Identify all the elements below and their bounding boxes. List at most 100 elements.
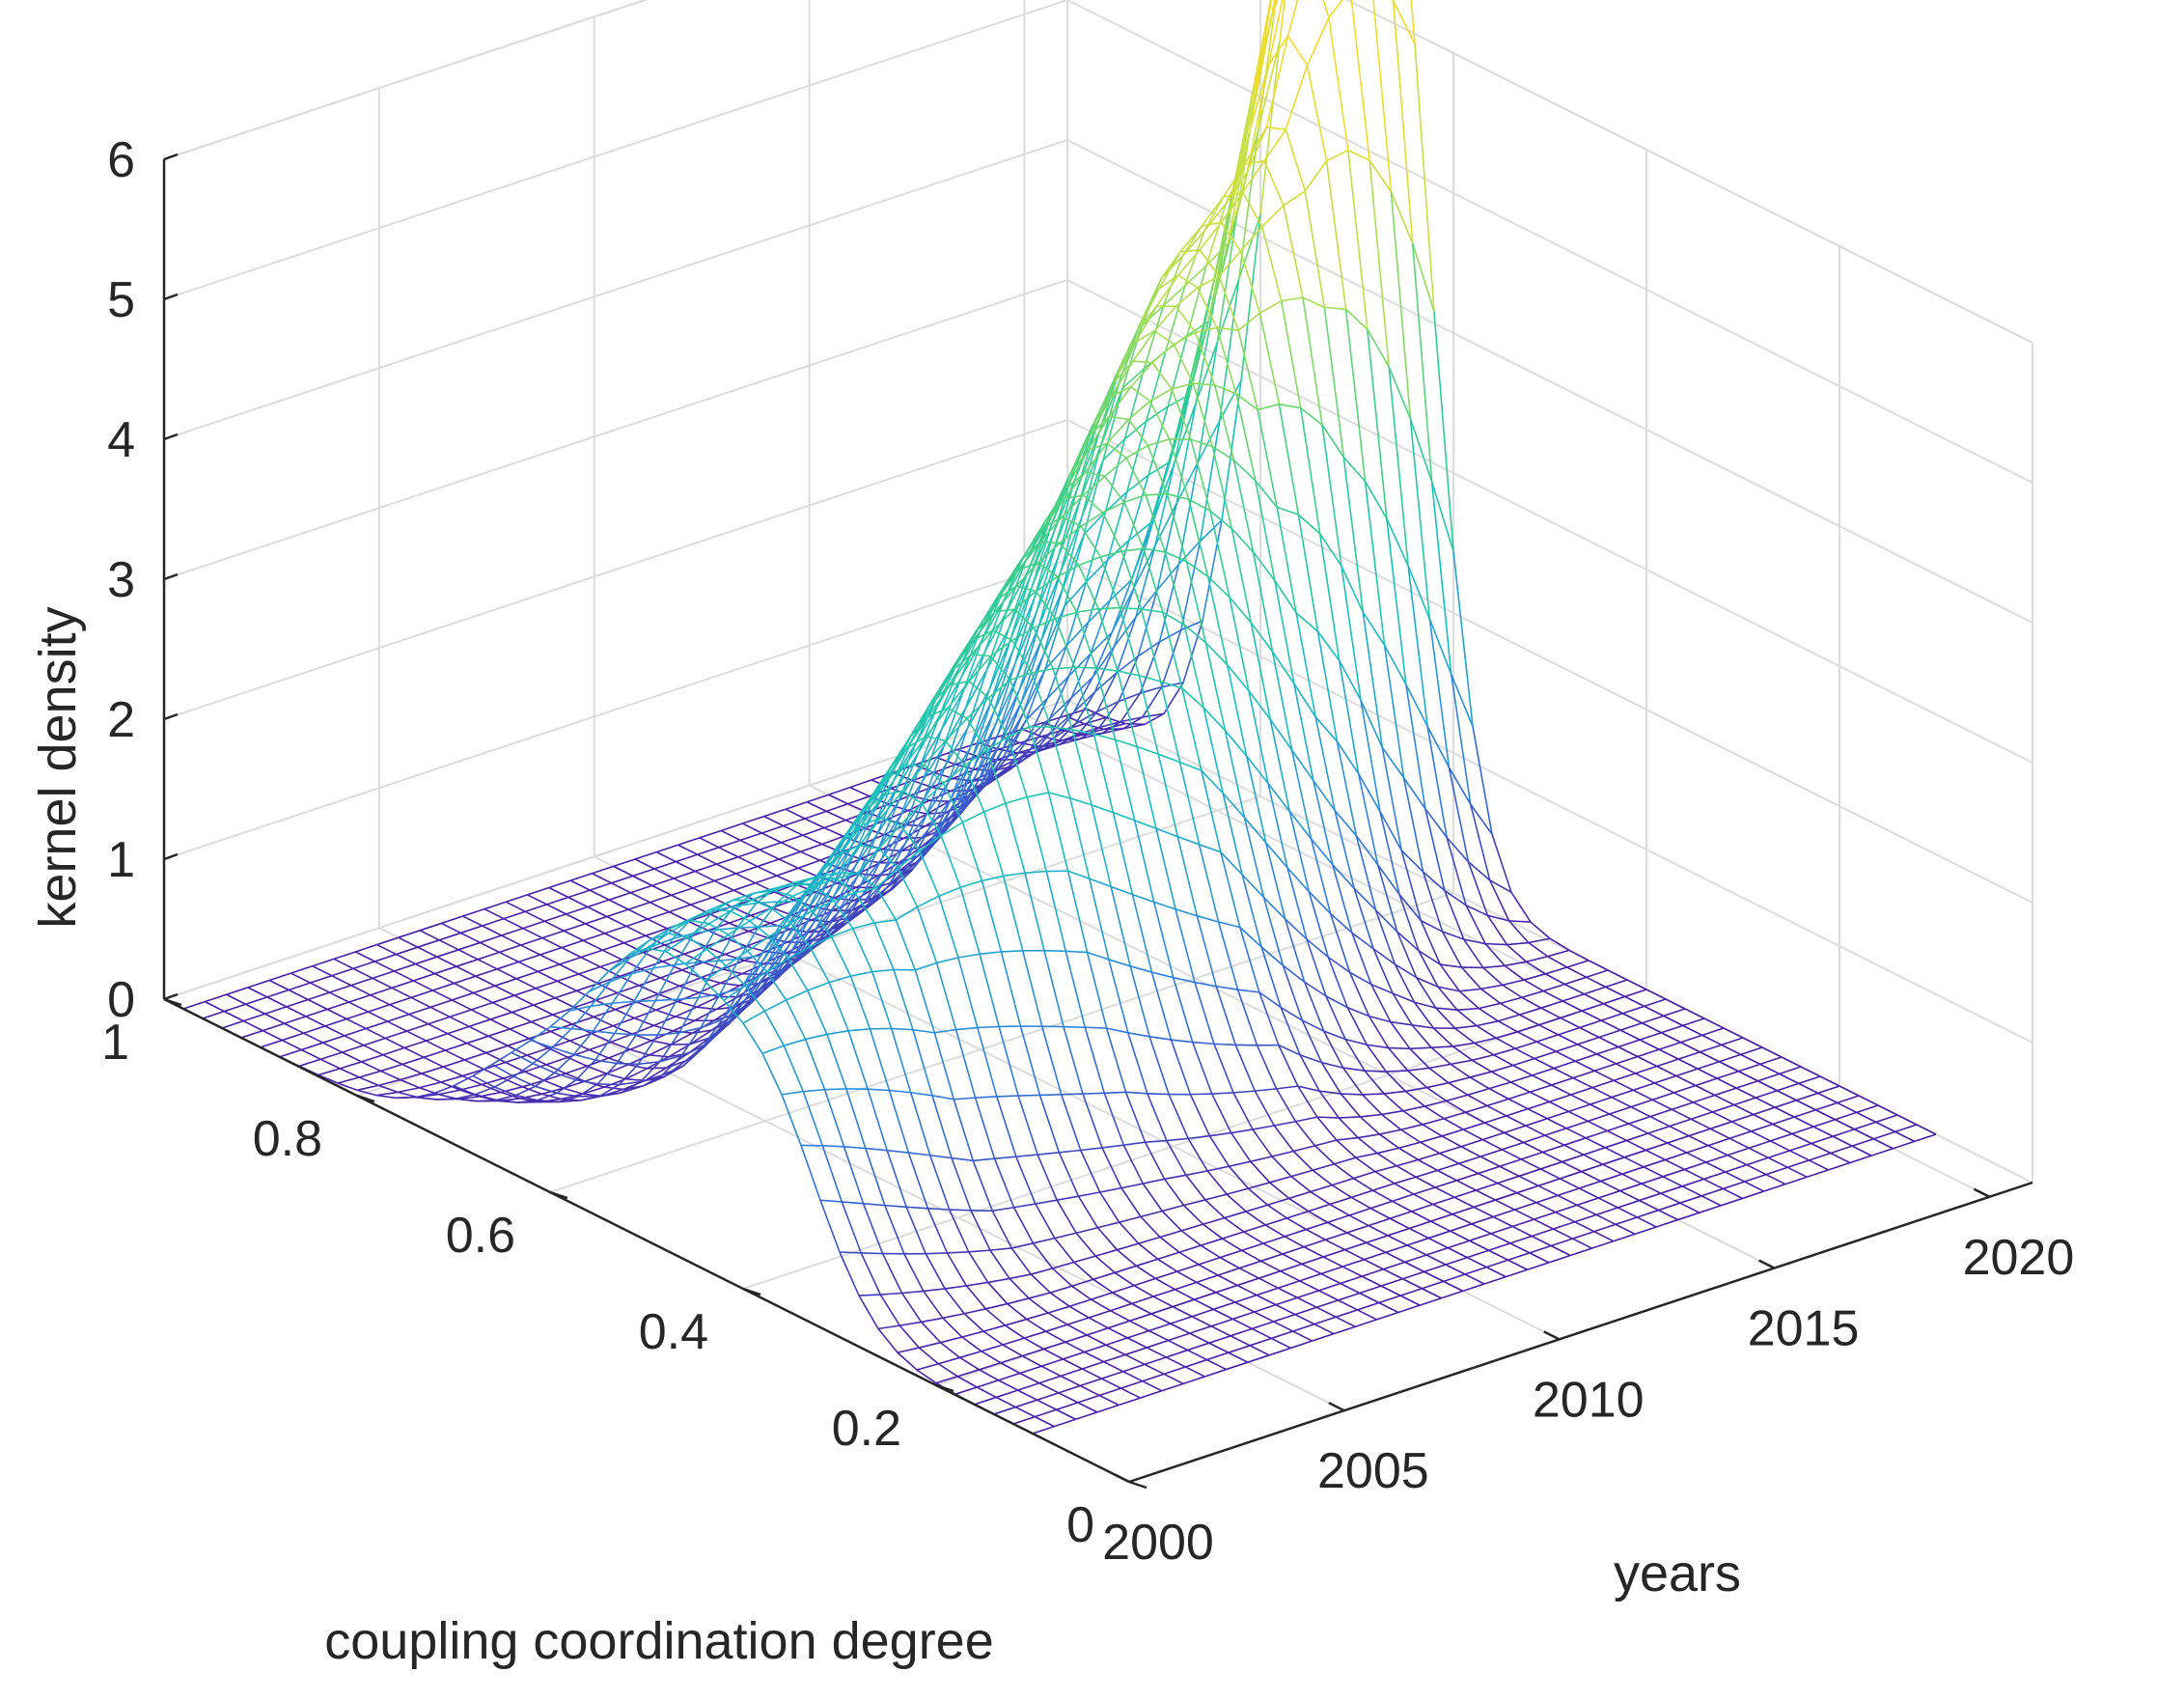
mesh-segment bbox=[1194, 1298, 1214, 1311]
mesh-segment bbox=[977, 1025, 1000, 1029]
mesh-segment bbox=[1710, 1121, 1732, 1130]
mesh-segment bbox=[1222, 1238, 1242, 1252]
mesh-segment bbox=[1510, 891, 1532, 923]
mesh-segment bbox=[864, 878, 887, 904]
z-tick bbox=[163, 852, 179, 861]
mesh-segment bbox=[704, 980, 725, 1001]
mesh-segment bbox=[1120, 550, 1143, 610]
mesh-segment bbox=[1003, 872, 1026, 878]
mesh-segment bbox=[1353, 1177, 1373, 1191]
mesh-segment bbox=[1492, 1215, 1513, 1228]
mesh-segment bbox=[286, 998, 309, 1008]
mesh-segment bbox=[1256, 1294, 1277, 1306]
mesh-segment bbox=[1774, 1100, 1797, 1108]
mesh-segment bbox=[1779, 1073, 1800, 1085]
mesh-segment bbox=[597, 1083, 620, 1086]
mesh-segment bbox=[1381, 1113, 1402, 1130]
mesh-segment bbox=[1875, 1121, 1896, 1133]
mesh-segment bbox=[1024, 1330, 1046, 1339]
mesh-segment bbox=[1319, 1090, 1341, 1095]
mesh-segment bbox=[978, 742, 1001, 781]
mesh-segment bbox=[1334, 1163, 1355, 1180]
mesh-segment bbox=[924, 764, 947, 798]
mesh-segment bbox=[1428, 1063, 1451, 1070]
mesh-segment bbox=[1280, 1006, 1303, 1021]
mesh-segment bbox=[1450, 1223, 1473, 1232]
mesh-segment bbox=[619, 1080, 641, 1086]
mesh-segment bbox=[689, 908, 712, 922]
mesh-segment bbox=[525, 904, 547, 913]
mesh-segment bbox=[1262, 1236, 1286, 1244]
mesh-segment bbox=[1495, 1031, 1518, 1039]
mesh-segment bbox=[263, 1022, 285, 1032]
mesh-segment bbox=[247, 987, 268, 998]
mesh-segment bbox=[1728, 1137, 1750, 1150]
mesh-segment bbox=[1306, 1221, 1328, 1231]
mesh-segment bbox=[854, 892, 875, 924]
mesh-segment bbox=[1532, 1074, 1553, 1086]
mesh-segment bbox=[897, 867, 919, 907]
x-axis-line bbox=[163, 997, 1130, 1484]
mesh-segment bbox=[650, 1040, 672, 1045]
mesh-segment bbox=[661, 1055, 682, 1076]
z-tick bbox=[163, 293, 179, 301]
mesh-segment bbox=[1408, 1227, 1429, 1240]
mesh-segment bbox=[1344, 1039, 1366, 1072]
mesh-segment bbox=[1238, 1267, 1259, 1279]
mesh-segment bbox=[669, 910, 689, 923]
mesh-segment bbox=[1056, 723, 1077, 744]
mesh-segment bbox=[587, 906, 608, 918]
mesh-segment bbox=[942, 783, 964, 823]
mesh-segment bbox=[1777, 1082, 1799, 1092]
mesh-segment bbox=[1230, 528, 1255, 553]
mesh-segment bbox=[1523, 973, 1546, 981]
mesh-segment bbox=[1124, 1353, 1146, 1366]
mesh-segment bbox=[899, 781, 924, 816]
mesh-segment bbox=[1313, 1316, 1337, 1325]
mesh-segment bbox=[494, 985, 515, 996]
mesh-segment bbox=[1063, 1025, 1086, 1029]
mesh-segment bbox=[1330, 912, 1353, 934]
mesh-segment bbox=[907, 1152, 929, 1210]
mesh-segment bbox=[1104, 457, 1127, 478]
mesh-segment bbox=[965, 1285, 987, 1310]
mesh-segment bbox=[1160, 681, 1183, 689]
mesh-segment bbox=[1117, 1242, 1139, 1251]
mesh-segment bbox=[840, 844, 860, 855]
mesh-segment bbox=[1877, 1104, 1898, 1116]
mesh-segment bbox=[1094, 1255, 1116, 1273]
mesh-segment bbox=[577, 1083, 598, 1098]
mesh-segment bbox=[468, 1018, 491, 1028]
mesh-segment bbox=[1213, 1043, 1236, 1046]
mesh-segment bbox=[556, 1079, 577, 1094]
mesh-segment bbox=[655, 850, 677, 863]
mesh-segment bbox=[1798, 1082, 1819, 1095]
mesh-segment bbox=[785, 808, 806, 820]
mesh-segment bbox=[671, 894, 692, 906]
mesh-segment bbox=[1327, 957, 1349, 1009]
mesh-segment bbox=[1626, 1139, 1646, 1152]
mesh-segment bbox=[1392, 992, 1413, 1026]
mesh-segment bbox=[554, 1053, 575, 1073]
mesh-segment bbox=[538, 970, 558, 983]
mesh-segment bbox=[591, 1032, 612, 1044]
mesh-segment bbox=[1103, 1353, 1126, 1363]
mesh-segment bbox=[1293, 683, 1316, 718]
mesh-segment bbox=[1916, 1124, 1937, 1135]
mesh-segment bbox=[901, 790, 923, 804]
mesh-segment bbox=[1155, 827, 1178, 838]
mesh-segment bbox=[1135, 1265, 1156, 1280]
mesh-segment bbox=[877, 1324, 900, 1330]
mesh-segment bbox=[859, 844, 879, 850]
mesh-segment bbox=[1643, 1158, 1666, 1168]
mesh-segment bbox=[1256, 1045, 1278, 1090]
mesh-segment bbox=[419, 930, 440, 941]
mesh-segment bbox=[1290, 749, 1313, 840]
mesh-segment bbox=[1499, 1158, 1522, 1168]
mesh-segment bbox=[1019, 1365, 1042, 1375]
mesh-segment bbox=[224, 1003, 246, 1013]
mesh-segment bbox=[804, 818, 825, 829]
mesh-segment bbox=[1230, 528, 1253, 624]
mesh-segment bbox=[457, 949, 479, 961]
mesh-segment bbox=[1099, 1191, 1120, 1223]
